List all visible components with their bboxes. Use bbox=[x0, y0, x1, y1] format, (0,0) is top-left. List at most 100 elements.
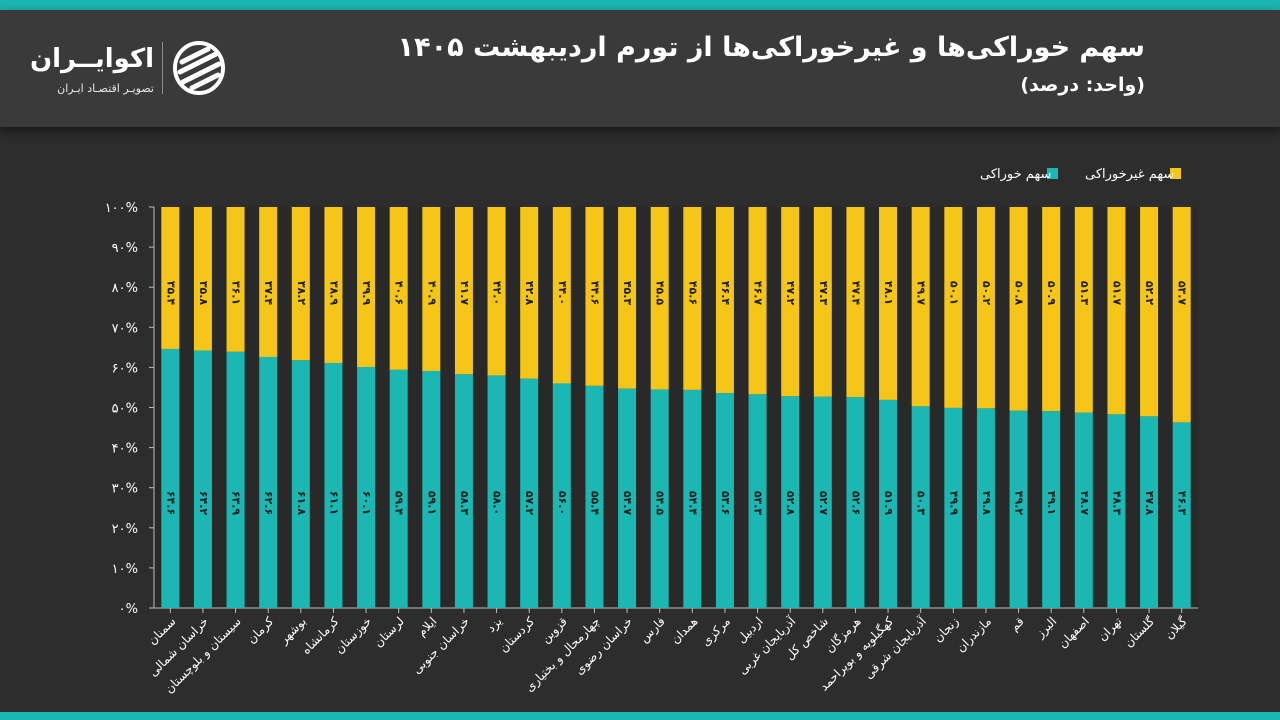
bar-nonfood bbox=[1009, 207, 1028, 411]
bar-food bbox=[520, 378, 539, 608]
data-label-nonfood: ۴۰.۶ bbox=[393, 281, 406, 305]
bar-nonfood bbox=[650, 207, 669, 390]
data-label-nonfood: ۵۳.۷ bbox=[1176, 281, 1189, 306]
bar-nonfood bbox=[911, 207, 930, 407]
data-label-nonfood: ۴۰.۹ bbox=[425, 281, 438, 306]
bar-nonfood bbox=[1107, 207, 1126, 415]
y-tick-label: ۲۰% bbox=[112, 522, 138, 537]
logo-separator bbox=[162, 42, 163, 94]
bar-food bbox=[389, 369, 408, 608]
data-label-nonfood: ۴۵.۳ bbox=[621, 281, 634, 306]
data-label-food: ۴۷.۸ bbox=[1143, 491, 1156, 516]
data-label-nonfood: ۴۷.۳ bbox=[817, 281, 830, 306]
bar-food bbox=[291, 360, 310, 608]
legend-label-nonfood: سهم غیرخوراکی bbox=[1085, 167, 1174, 182]
data-label-nonfood: ۴۸.۱ bbox=[882, 281, 895, 305]
x-category-label: مرکزی bbox=[699, 614, 734, 649]
data-label-food: ۵۲.۶ bbox=[849, 491, 862, 515]
data-label-food: ۵۲.۸ bbox=[784, 491, 797, 516]
bar-nonfood bbox=[781, 207, 800, 397]
data-label-food: ۴۸.۳ bbox=[1110, 491, 1123, 516]
bar-food bbox=[781, 396, 800, 608]
bar-food bbox=[650, 389, 669, 608]
bar-nonfood bbox=[879, 207, 898, 400]
data-label-food: ۵۹.۴ bbox=[393, 491, 406, 516]
data-label-nonfood: ۵۲.۲ bbox=[1143, 281, 1156, 306]
data-label-nonfood: ۵۰.۸ bbox=[1013, 281, 1026, 306]
chart-title: سهم خوراکی‌ها و غیرخوراکی‌ها از تورم ارد… bbox=[397, 32, 1145, 63]
bar-nonfood bbox=[291, 207, 310, 361]
data-label-food: ۵۶.۰ bbox=[556, 491, 569, 515]
data-label-food: ۴۹.۱ bbox=[1045, 491, 1058, 515]
bar-food bbox=[226, 351, 245, 608]
bar-food bbox=[585, 385, 604, 608]
data-label-food: ۵۰.۳ bbox=[915, 491, 928, 516]
data-label-food: ۵۸.۳ bbox=[458, 491, 471, 516]
data-label-nonfood: ۴۶.۴ bbox=[719, 281, 732, 306]
x-category-label: ایلام bbox=[414, 614, 439, 639]
bar-nonfood bbox=[813, 207, 832, 397]
data-label-nonfood: ۴۶.۷ bbox=[752, 281, 765, 306]
data-label-nonfood: ۵۱.۳ bbox=[1078, 281, 1091, 306]
data-label-nonfood: ۵۰.۱ bbox=[947, 281, 960, 305]
bar-food bbox=[846, 397, 865, 608]
x-category-label: گلستان bbox=[1121, 614, 1157, 650]
data-label-food: ۴۶.۳ bbox=[1176, 491, 1189, 516]
data-label-nonfood: ۴۵.۵ bbox=[654, 281, 667, 306]
data-label-food: ۵۹.۱ bbox=[425, 491, 438, 515]
logo-tagline: تصویـر اقتصـاد ایـران bbox=[57, 82, 154, 95]
bar-food bbox=[259, 356, 278, 608]
data-label-nonfood: ۴۱.۷ bbox=[458, 281, 471, 306]
bar-nonfood bbox=[1172, 207, 1191, 423]
data-label-nonfood: ۴۴.۰ bbox=[556, 281, 569, 305]
top-accent-strip bbox=[0, 0, 1280, 10]
bar-nonfood bbox=[193, 207, 212, 351]
bar-nonfood bbox=[748, 207, 767, 395]
data-label-food: ۶۱.۸ bbox=[295, 491, 308, 516]
y-tick-label: ۰% bbox=[119, 602, 138, 617]
plot-area bbox=[154, 207, 1198, 608]
bar-food bbox=[422, 371, 441, 608]
data-label-food: ۶۴.۶ bbox=[164, 491, 177, 515]
data-label-nonfood: ۴۷.۲ bbox=[784, 281, 797, 306]
brand-logo: اکوایــران تصویـر اقتصـاد ایـران bbox=[30, 40, 234, 110]
data-label-nonfood: ۴۷.۴ bbox=[849, 281, 862, 306]
data-label-food: ۶۱.۱ bbox=[327, 491, 340, 515]
data-label-nonfood: ۵۰.۹ bbox=[1045, 281, 1058, 306]
bar-food bbox=[357, 366, 376, 608]
bar-food bbox=[487, 375, 506, 608]
bar-nonfood bbox=[324, 207, 343, 363]
data-label-nonfood: ۳۷.۴ bbox=[262, 281, 275, 306]
data-label-food: ۶۴.۲ bbox=[197, 491, 210, 516]
chart-subtitle: (واحد: درصد) bbox=[1020, 74, 1145, 96]
x-category-label: مازندران bbox=[953, 614, 994, 655]
data-label-food: ۵۴.۴ bbox=[686, 491, 699, 516]
bar-nonfood bbox=[422, 207, 441, 372]
data-label-food: ۵۳.۶ bbox=[719, 491, 732, 515]
data-label-food: ۴۹.۹ bbox=[947, 491, 960, 516]
data-label-food: ۵۴.۷ bbox=[621, 491, 634, 516]
bar-food bbox=[552, 383, 571, 608]
data-label-food: ۴۹.۲ bbox=[1013, 491, 1026, 516]
bar-nonfood bbox=[487, 207, 506, 376]
bar-food bbox=[454, 374, 473, 608]
data-label-nonfood: ۳۹.۹ bbox=[360, 281, 373, 306]
bar-nonfood bbox=[715, 207, 734, 394]
x-category-label: خوزستان bbox=[332, 614, 375, 657]
data-label-food: ۶۳.۹ bbox=[230, 491, 243, 516]
bar-food bbox=[944, 407, 963, 608]
bar-food bbox=[715, 393, 734, 608]
x-category-label: لرستان bbox=[371, 614, 407, 650]
data-label-food: ۵۲.۷ bbox=[817, 491, 830, 516]
x-category-label: همدان bbox=[668, 614, 700, 646]
y-tick-label: ۹۰% bbox=[112, 241, 138, 256]
x-category-label: البرز bbox=[1032, 614, 1060, 642]
data-label-food: ۵۴.۵ bbox=[654, 491, 667, 516]
data-label-nonfood: ۳۸.۹ bbox=[327, 281, 340, 306]
bar-food bbox=[193, 350, 212, 608]
data-label-nonfood: ۴۲.۸ bbox=[523, 281, 536, 306]
bar-nonfood bbox=[683, 207, 702, 390]
bar-nonfood bbox=[454, 207, 473, 375]
bar-nonfood bbox=[389, 207, 408, 370]
